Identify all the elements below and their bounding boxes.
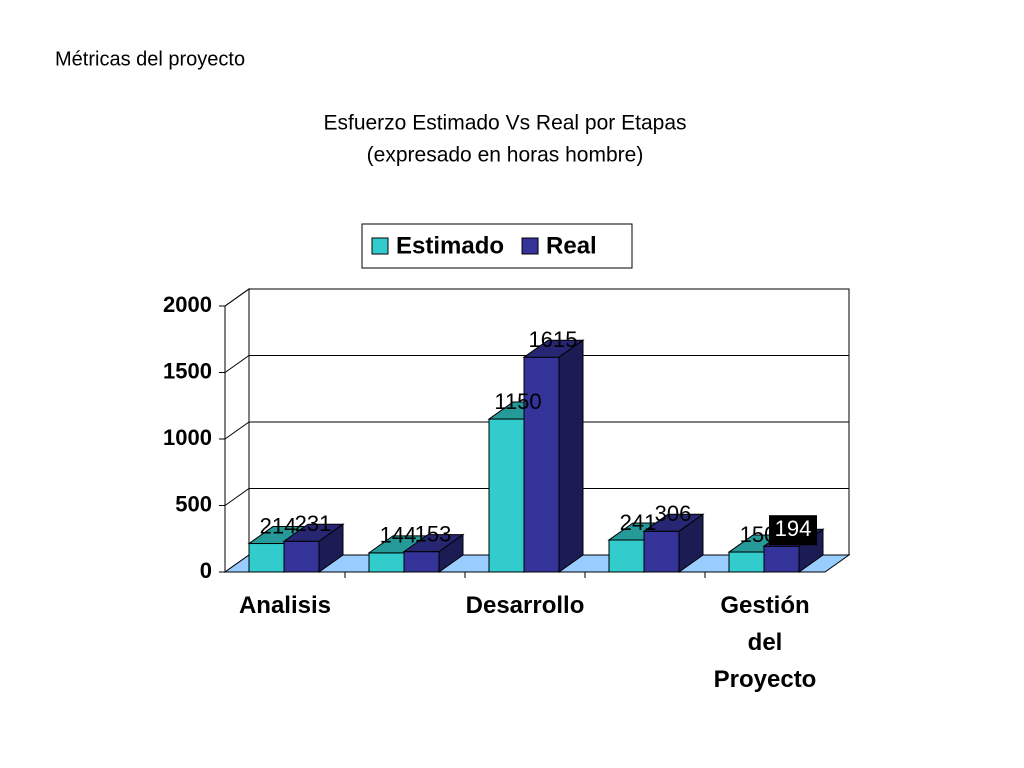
- legend-swatch: [371, 237, 389, 255]
- value-label: 153: [415, 521, 452, 546]
- value-label: 1615: [529, 327, 578, 352]
- bar: [488, 418, 525, 573]
- legend-swatch: [521, 237, 539, 255]
- bar: [368, 552, 405, 573]
- bar: [523, 356, 560, 573]
- value-label: 241: [620, 510, 657, 535]
- page-title: Métricas del proyecto: [55, 48, 245, 70]
- y-tick-label: 1500: [163, 358, 212, 383]
- value-label: 144: [380, 523, 417, 548]
- bar: [283, 540, 320, 573]
- grid-line: [224, 355, 849, 373]
- value-label-box: [769, 515, 817, 546]
- chart-subtitle: (expresado en horas hombre): [367, 144, 644, 167]
- chart-title: Esfuerzo Estimado Vs Real por Etapas: [323, 112, 686, 135]
- value-label: 194: [775, 516, 812, 541]
- x-tick-label: Analisis: [238, 592, 332, 619]
- legend: [361, 223, 633, 269]
- legend-label: Estimado: [396, 232, 504, 259]
- grid-line: [224, 288, 849, 307]
- bar-side: [438, 533, 464, 573]
- grid-line: [224, 421, 849, 440]
- value-label: 1150: [494, 389, 541, 414]
- y-tick-label: 0: [200, 558, 212, 583]
- legend-label: Real: [546, 232, 597, 259]
- y-tick-label: 1000: [163, 425, 212, 450]
- bar: [248, 543, 285, 573]
- bar-side: [318, 523, 344, 573]
- y-tick-label: 500: [175, 491, 212, 516]
- value-label: 231: [295, 511, 332, 536]
- grid-line: [224, 488, 849, 506]
- bar-side: [678, 513, 704, 573]
- bar: [728, 551, 765, 573]
- x-tick-label: Desarrollo: [465, 592, 585, 619]
- bar: [608, 539, 645, 573]
- bar-side: [558, 339, 584, 573]
- bar: [643, 530, 680, 573]
- bar: [763, 545, 800, 573]
- value-label: 214: [260, 513, 297, 538]
- bar: [403, 551, 440, 573]
- value-label: 306: [655, 501, 692, 526]
- x-tick-label: Gestión del Proyecto: [713, 592, 817, 693]
- y-tick-label: 2000: [163, 292, 212, 317]
